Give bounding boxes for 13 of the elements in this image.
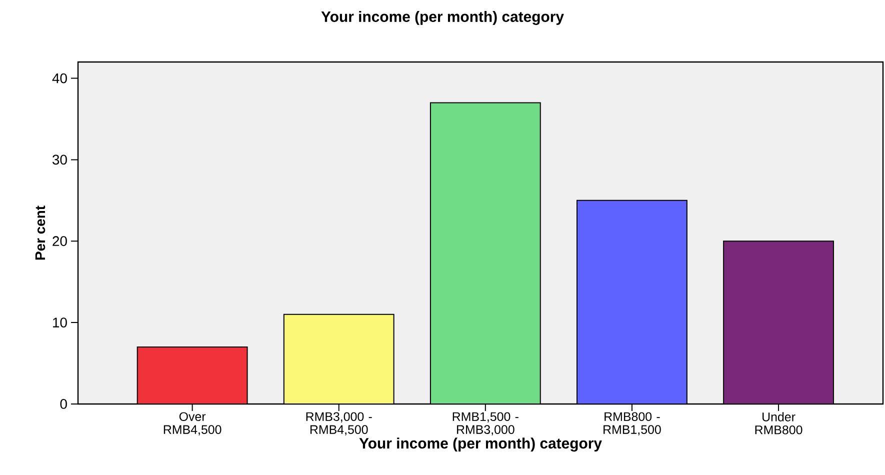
y-tick-label: 10 bbox=[53, 318, 67, 328]
y-tick-label: 20 bbox=[52, 236, 67, 246]
x-tick-label: RMB800 - RMB1,500 bbox=[604, 412, 661, 436]
x-tick-label: Under RMB800 bbox=[755, 412, 802, 434]
chart-title: Your income (per month) category bbox=[321, 10, 564, 25]
x-tick-label: RMB3,000 - RMB4,500 bbox=[306, 412, 372, 436]
x-tick-label: RMB1,500 - RMB3,000 bbox=[452, 412, 518, 436]
y-axis-title: Per cent bbox=[35, 206, 46, 260]
y-tick-label: 0 bbox=[60, 399, 67, 409]
y-tick-label: 30 bbox=[52, 154, 67, 165]
x-tick-label: Over RMB4,500 bbox=[164, 412, 222, 436]
x-axis-title: Your income (per month) category bbox=[359, 438, 602, 452]
y-tick-label: 40 bbox=[52, 73, 67, 84]
